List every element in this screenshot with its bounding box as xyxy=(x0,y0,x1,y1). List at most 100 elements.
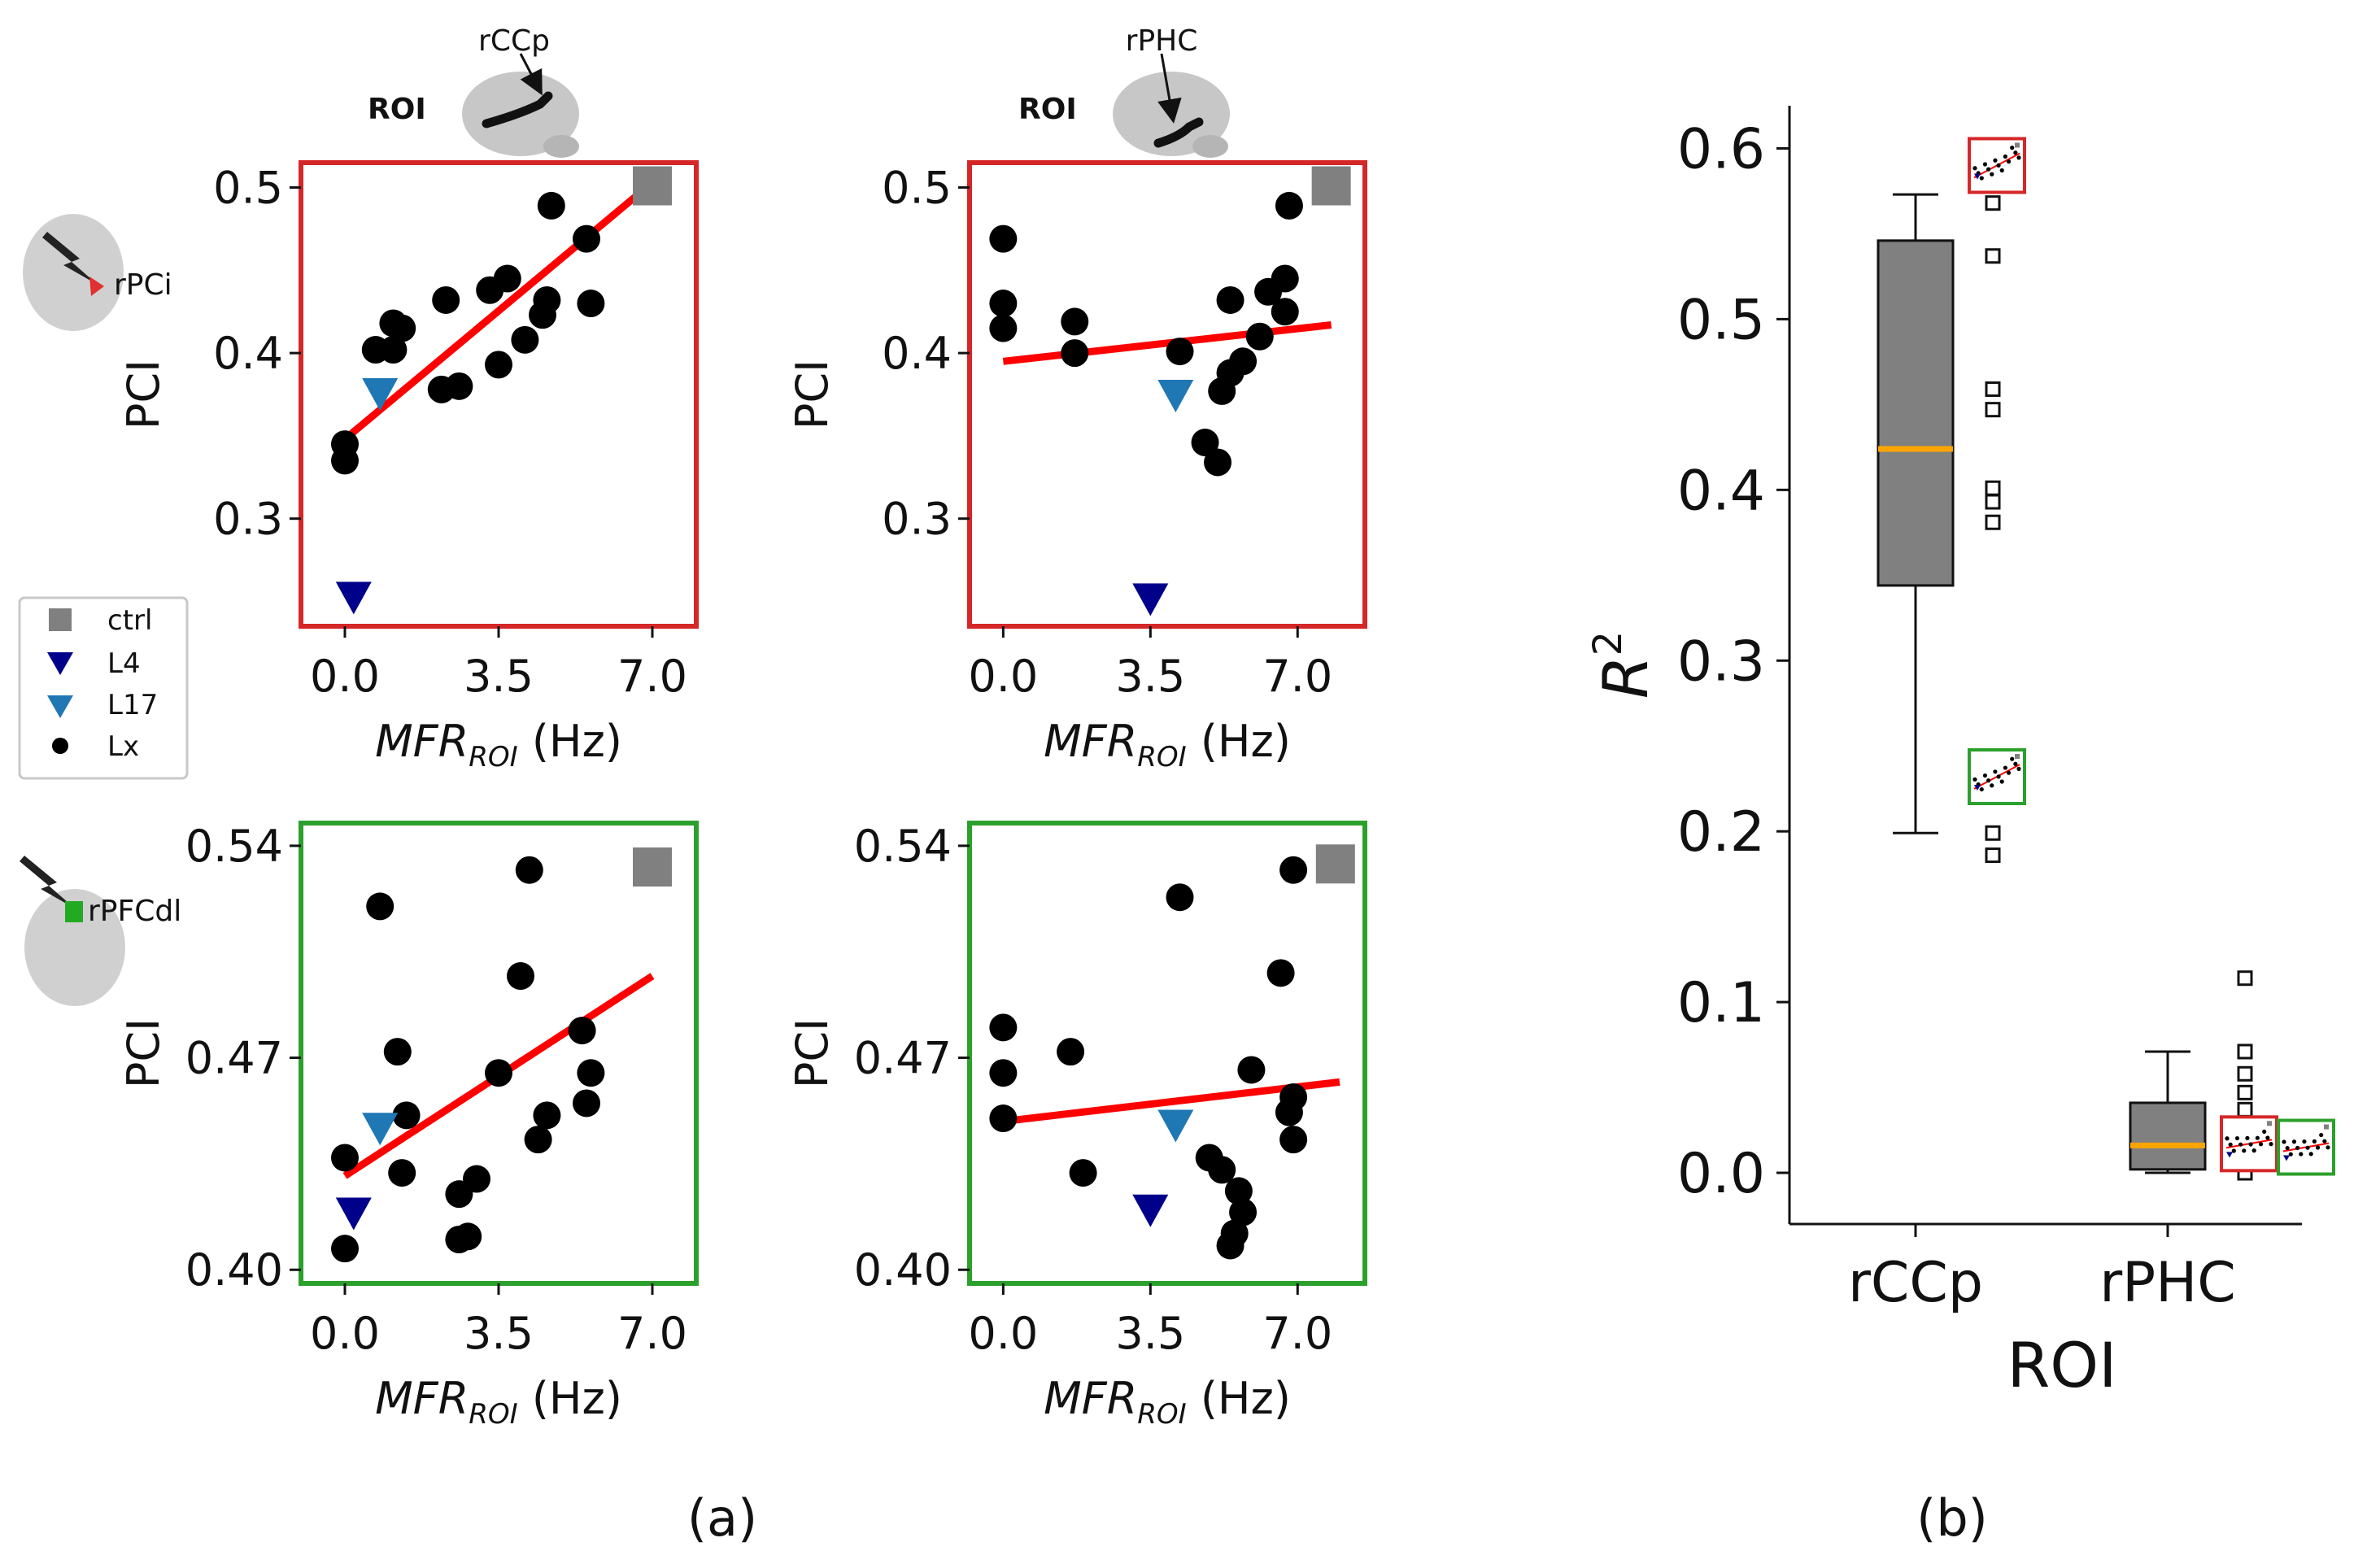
y-tick-label: 0.3 xyxy=(882,494,952,545)
ctrl-point xyxy=(633,847,672,887)
legend-l4-icon xyxy=(47,652,73,675)
x-tick-label: 7.0 xyxy=(617,651,687,702)
caption-a: (a) xyxy=(687,1488,757,1548)
scatter-panel-rpfcdl-rphc: 0.40 0.47 0.54 0.0 3.5 7.0 PCI MFRROI (Hz) xyxy=(787,821,1367,1431)
inset-point xyxy=(2262,1129,2267,1134)
plot-frame xyxy=(967,821,1367,1286)
plot-frame xyxy=(967,160,1367,629)
inset-point xyxy=(2003,765,2007,770)
outlier-point xyxy=(2237,1065,2253,1082)
inset-point xyxy=(1972,777,1977,782)
y-tick-label: 0.5 xyxy=(1677,288,1765,352)
lx-point xyxy=(388,314,416,342)
region-label-rccp: rCCp xyxy=(478,24,550,58)
lx-point xyxy=(454,1222,482,1251)
outlier-point xyxy=(2237,970,2253,987)
inset-point xyxy=(2234,1135,2240,1141)
inset-point xyxy=(1990,783,1994,788)
y-tick-label: 0.40 xyxy=(185,1244,283,1296)
lx-point xyxy=(1279,1083,1308,1111)
y-tick-label: 0.47 xyxy=(185,1033,283,1084)
lx-point xyxy=(1271,298,1299,326)
inset-point xyxy=(2299,1152,2304,1157)
col1-header: ROI rCCp xyxy=(368,24,579,158)
outlier-point xyxy=(1985,480,2001,496)
y-axis-label: PCI xyxy=(118,359,169,429)
inset-ctrl-point xyxy=(2324,1124,2329,1130)
y-axis-label: PCI xyxy=(787,1018,838,1088)
roi-label-col1: ROI xyxy=(368,93,426,126)
inset-point xyxy=(2312,1139,2317,1144)
ctrl-point xyxy=(1315,844,1355,884)
lx-point xyxy=(1229,1198,1258,1226)
lx-point xyxy=(573,1089,600,1117)
inset-l4-point xyxy=(1974,785,1981,791)
outlier-point xyxy=(1985,514,2001,530)
region-label-rphc: rPHC xyxy=(1126,24,1198,58)
caption-b: (b) xyxy=(1916,1488,1988,1548)
outlier-point xyxy=(1985,195,2001,211)
stim-label-rpci: rPCi xyxy=(114,268,172,302)
y-axis-label: PCI xyxy=(118,1018,169,1088)
lx-point xyxy=(1266,959,1295,987)
x-tick-label: 3.5 xyxy=(1115,1308,1185,1359)
x-axis-label: MFRROI (Hz) xyxy=(1044,1373,1291,1431)
inset-point xyxy=(2269,1142,2273,1147)
inset-thumbnail xyxy=(2277,1118,2335,1176)
lx-point xyxy=(989,290,1018,318)
inset-point xyxy=(2315,1145,2321,1150)
lx-point xyxy=(515,856,543,884)
lx-point xyxy=(1275,191,1303,220)
lx-point xyxy=(568,1017,596,1045)
inset-point xyxy=(2305,1145,2310,1150)
x-tick-label: 3.5 xyxy=(464,1308,534,1359)
lx-point xyxy=(1204,448,1232,477)
lx-point xyxy=(1279,1126,1308,1154)
lx-point xyxy=(1216,285,1244,314)
inset-point xyxy=(2013,150,2018,155)
lx-point xyxy=(379,336,408,364)
regression-line xyxy=(342,179,655,442)
inset-point xyxy=(1993,158,1998,163)
y-tick-label: 0.4 xyxy=(1677,459,1765,523)
y-tick-label: 0.1 xyxy=(1677,971,1765,1035)
legend-l17-label: L17 xyxy=(107,689,158,721)
inset-point xyxy=(1986,167,1991,172)
inset-point xyxy=(2242,1148,2247,1153)
x-tick-label: 7.0 xyxy=(1262,1308,1332,1359)
inset-point xyxy=(2258,1142,2264,1147)
lx-point xyxy=(331,430,359,459)
lx-point xyxy=(1166,338,1194,366)
brain-top-icon xyxy=(23,214,124,331)
x-tick-label: 0.0 xyxy=(968,1308,1038,1359)
lx-point xyxy=(1069,1159,1097,1187)
inset-point xyxy=(2010,146,2015,150)
outlier-point xyxy=(1985,494,2001,510)
x-axis-label: MFRROI (Hz) xyxy=(1044,716,1291,773)
lx-point xyxy=(577,1059,605,1087)
inset-point xyxy=(2016,155,2021,160)
lx-point xyxy=(1057,1038,1085,1066)
l4-point xyxy=(335,1197,372,1231)
lx-point xyxy=(1229,347,1258,376)
lightning-icon xyxy=(42,232,98,285)
inset-point xyxy=(1982,162,1988,167)
lx-point xyxy=(1279,856,1308,884)
inset-point xyxy=(2010,756,2015,761)
y-tick-label: 0.3 xyxy=(1677,630,1765,694)
inset-point xyxy=(2291,1139,2297,1144)
inset-point xyxy=(2319,1132,2324,1138)
lx-point xyxy=(989,224,1018,253)
lx-point xyxy=(445,372,473,400)
x-tick-label: 7.0 xyxy=(617,1308,687,1359)
legend-frame xyxy=(18,596,189,780)
inset-point xyxy=(2288,1152,2293,1157)
stim-label-rpfcdl: rPFCdl xyxy=(88,895,181,928)
inset-l4-point xyxy=(1974,173,1981,180)
roi-label-col2: ROI xyxy=(1018,93,1077,126)
legend-ctrl-label: ctrl xyxy=(107,604,152,637)
lx-point xyxy=(1061,339,1089,368)
inset-point xyxy=(1972,166,1977,171)
lx-point xyxy=(1220,1219,1249,1248)
ctrl-point xyxy=(1311,166,1351,206)
